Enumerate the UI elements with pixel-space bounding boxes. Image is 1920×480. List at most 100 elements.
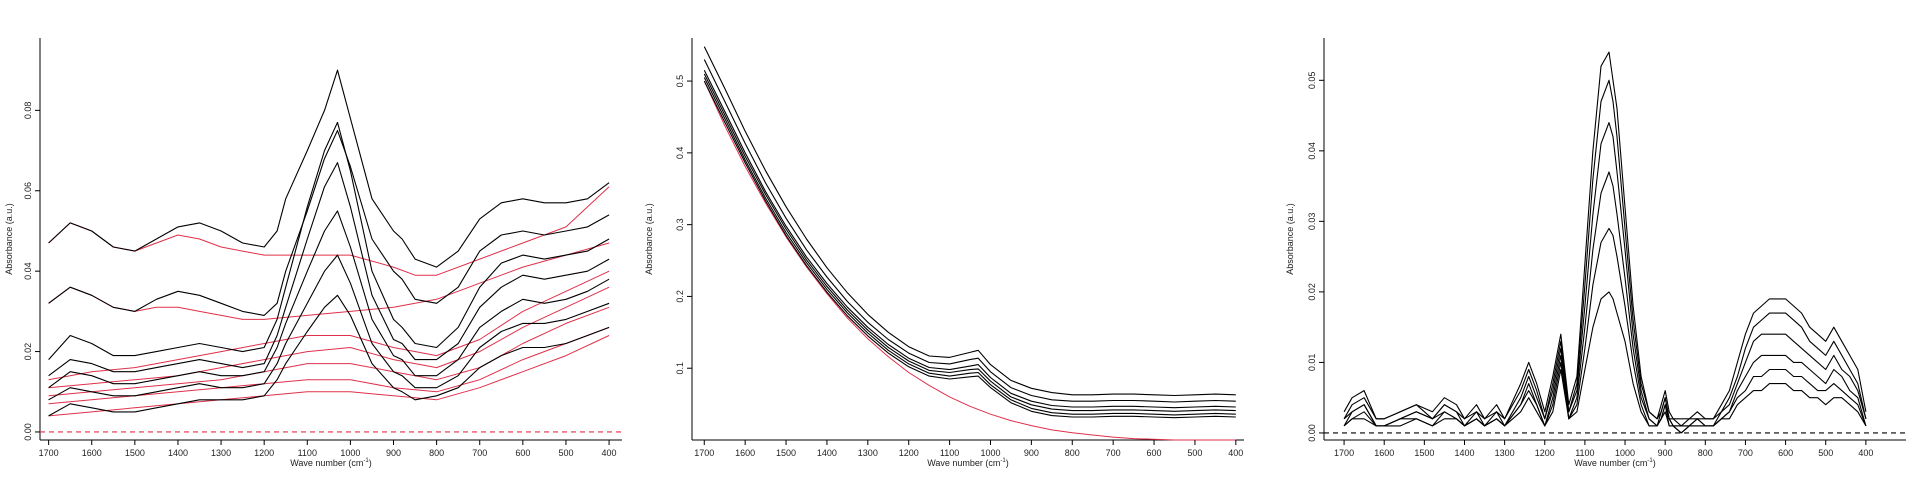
y-tick-label: 0.5 [675,75,685,88]
x-tick-label: 400 [602,448,617,458]
x-tick-label: 400 [1858,448,1873,458]
y-axis-title: Absorbance (a.u.) [1285,203,1295,275]
spectra-layer [1343,51,1867,434]
x-tick-label: 1100 [298,448,317,458]
x-tick-label: 1300 [1495,448,1515,458]
x-tick-label: 500 [1818,448,1833,458]
x-tick-label: 400 [1228,448,1243,458]
spectrum-line [703,73,1236,412]
spectrum-line [1343,51,1867,420]
spectrum-line [1343,227,1867,434]
baseline-curve [48,270,610,381]
baseline-curve [48,286,610,389]
x-ticks: 1700 1600 1500 1400 1300 1200 1100 1000 900 800 70… [1334,440,1873,458]
x-tick-label: 1600 [1374,448,1394,458]
baseline-curve [703,80,1236,441]
x-tick-label: 800 [429,448,444,458]
y-ticks: 0.00 0.01 0.02 0.03 0.04 0.05 [1307,72,1324,442]
x-axis-title: Wave number (cm-1) [290,458,372,468]
panel-raw-spectra: 1700 1600 1500 1400 1300 1200 1100 1000 900 800 70… [644,38,1244,468]
x-tick-label: 1300 [211,448,231,458]
spectrum-line [48,210,610,389]
x-tick-label: 800 [1698,448,1713,458]
x-tick-label: 1400 [168,448,188,458]
x-tick-label: 1400 [1454,448,1474,458]
panel-baseline-fit: 1700 1600 1500 1400 1300 1200 1100 1000 900 800 70… [4,38,622,468]
x-tick-label: 1000 [980,448,1000,458]
x-tick-label: 900 [1658,448,1673,458]
x-tick-label: 1700 [694,448,714,458]
panel-corrected-spectra: 1700 1600 1500 1400 1300 1200 1100 1000 900 800 70… [1285,38,1906,468]
spectrum-line [1343,171,1867,427]
y-tick-label: 0.05 [1307,72,1317,90]
x-tick-label: 1100 [940,448,959,458]
x-tick-label: 500 [1187,448,1202,458]
y-ticks: 0.1 0.2 0.3 0.4 0.5 [675,75,692,375]
spectrum-line [48,294,610,417]
x-tick-label: 1600 [82,448,102,458]
x-ticks: 1700 1600 1500 1400 1300 1200 1100 1000 900 800 70… [694,440,1243,458]
spectrum-line [48,121,610,360]
baseline-curve [48,306,610,397]
x-tick-label: 1600 [735,448,755,458]
spectrum-line [1343,291,1867,434]
y-tick-label: 0.00 [1307,424,1317,442]
x-tick-label: 1100 [1575,448,1594,458]
x-tick-label: 1200 [1535,448,1555,458]
x-tick-label: 1000 [1615,448,1635,458]
x-tick-label: 600 [1147,448,1162,458]
y-tick-label: 0.1 [675,362,685,375]
spectrum-line [1343,79,1867,427]
y-tick-label: 0.06 [23,182,33,200]
y-tick-label: 0.04 [1307,142,1317,160]
y-tick-label: 0.3 [675,218,685,231]
spectrum-line [1343,122,1867,427]
spectra-layer [48,69,610,417]
x-tick-label: 1500 [1414,448,1434,458]
y-ticks: 0.00 0.02 0.04 0.06 0.08 [23,102,40,441]
y-tick-label: 0.4 [675,147,685,160]
spectrum-line [703,70,1236,409]
x-tick-label: 600 [1778,448,1793,458]
y-tick-label: 0.08 [23,102,33,120]
x-tick-label: 700 [472,448,487,458]
spectrum-line [48,162,610,377]
y-tick-label: 0.04 [23,262,33,280]
baseline-curve [48,242,610,320]
x-tick-label: 800 [1065,448,1080,458]
y-tick-label: 0.02 [23,343,33,361]
x-tick-label: 1300 [858,448,878,458]
x-tick-label: 500 [558,448,573,458]
baseline-layer [48,186,610,417]
x-tick-label: 1500 [776,448,796,458]
x-tick-label: 900 [386,448,401,458]
spectrum-line [48,129,610,316]
x-tick-label: 1200 [899,448,919,458]
baseline-layer [703,80,1236,441]
x-tick-label: 1000 [340,448,360,458]
x-tick-label: 1700 [1334,448,1354,458]
x-tick-label: 1500 [125,448,145,458]
spectrum-line [703,59,1236,403]
x-ticks: 1700 1600 1500 1400 1300 1200 1100 1000 900 800 70… [39,440,617,458]
x-tick-label: 1700 [39,448,59,458]
y-tick-label: 0.00 [23,423,33,441]
x-tick-label: 700 [1738,448,1753,458]
spectrum-line [48,69,610,268]
spectrum-line [48,254,610,401]
y-tick-label: 0.2 [675,290,685,303]
x-tick-label: 1200 [254,448,274,458]
spectrum-line [703,46,1236,397]
y-tick-label: 0.02 [1307,283,1317,301]
x-tick-label: 1400 [817,448,837,458]
x-axis-title: Wave number (cm-1) [1574,458,1656,468]
y-tick-label: 0.01 [1307,354,1317,372]
y-axis-title: Absorbance (a.u.) [4,203,14,275]
x-tick-label: 900 [1024,448,1039,458]
x-tick-label: 600 [515,448,530,458]
spectra-layer [703,46,1236,419]
baseline-curve [48,335,610,417]
spectrum-line [703,80,1236,419]
x-tick-label: 700 [1106,448,1121,458]
